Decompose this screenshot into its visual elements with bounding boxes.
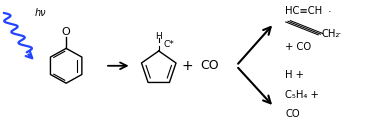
Text: + CO: + CO (285, 42, 311, 52)
Text: H +: H + (285, 70, 304, 80)
Text: C₅H₄ +: C₅H₄ + (285, 90, 319, 100)
Text: CH₂: CH₂ (321, 29, 340, 39)
Text: CO: CO (200, 59, 219, 72)
Text: +: + (181, 59, 193, 73)
Text: HC≡CH: HC≡CH (285, 6, 322, 16)
Text: C*: C* (163, 40, 174, 49)
Text: ·: · (338, 29, 341, 39)
Text: hν: hν (35, 8, 46, 18)
Text: ·: · (328, 7, 332, 17)
Text: CO: CO (285, 109, 300, 119)
Text: H: H (155, 32, 162, 41)
Text: O: O (62, 27, 71, 37)
